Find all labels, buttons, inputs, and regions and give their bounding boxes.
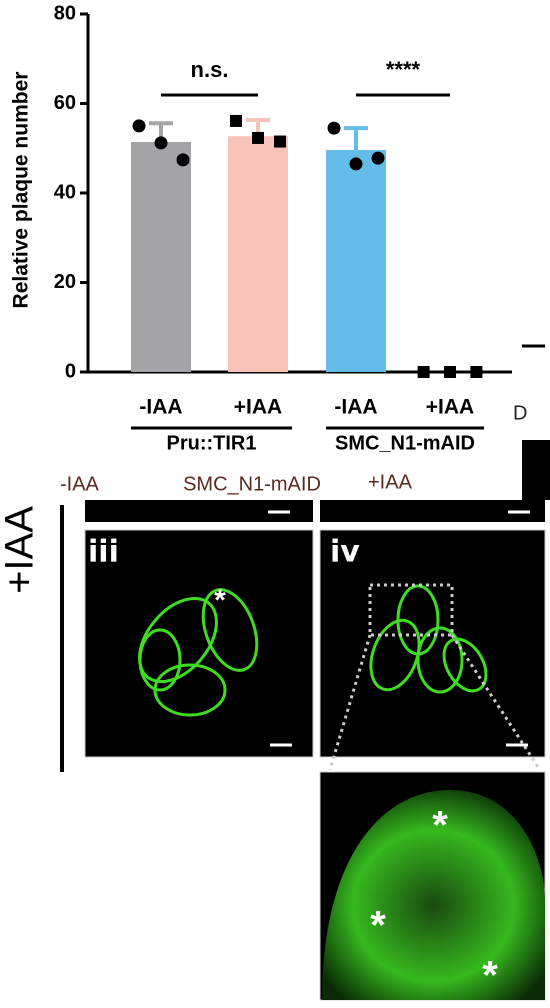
data-point	[371, 151, 385, 165]
asterisk: *	[432, 804, 448, 848]
cells	[138, 588, 259, 717]
data-point	[444, 366, 456, 378]
data-point	[327, 121, 341, 135]
y-tick-label: 40	[54, 181, 76, 203]
group-label: Pru::TIR1	[167, 432, 257, 454]
significance-label: ****	[386, 57, 421, 82]
y-tick-label: 80	[54, 2, 76, 24]
bar	[131, 141, 191, 372]
error-bar	[344, 126, 368, 151]
zoom-line	[328, 634, 372, 771]
image-panel-cut	[320, 500, 545, 522]
y-tick-label: 0	[65, 360, 76, 382]
cell-zoom	[322, 790, 545, 1000]
image-labels: iii * iv * * *	[88, 535, 498, 998]
data-point	[230, 114, 242, 127]
data-point	[176, 153, 190, 167]
zoom-line	[450, 634, 542, 771]
data-point	[470, 366, 483, 378]
zoom-box	[368, 583, 454, 637]
side-label: +IAA	[0, 506, 42, 594]
significance-label: n.s.	[191, 57, 229, 82]
y-axis-label: Relative plaque number	[10, 72, 33, 309]
asterisk: *	[370, 904, 386, 948]
bar	[228, 136, 288, 372]
x-tick-label: -IAA	[139, 396, 182, 419]
caption-middle: SMC_N1-mAID	[183, 473, 321, 495]
data-point	[132, 119, 146, 133]
x-tick-label: -IAA	[334, 396, 377, 419]
asterisk: *	[214, 584, 226, 617]
y-tick-label: 60	[54, 92, 76, 114]
bar	[326, 150, 386, 372]
x-tick-label: +IAA	[426, 396, 474, 419]
data-point	[154, 136, 168, 150]
y-tick-label: 20	[54, 271, 76, 293]
side-label-group: +IAA	[0, 506, 42, 594]
data-point	[417, 366, 430, 378]
caption-left: -IAA	[60, 473, 100, 495]
fragment-text: D	[513, 402, 527, 424]
caption-right: +IAA	[368, 471, 413, 493]
panel-label: iv	[330, 535, 360, 570]
asterisk: *	[482, 954, 498, 998]
image-panel-cut	[85, 500, 313, 522]
x-tick-label: +IAA	[234, 396, 282, 419]
data-point	[349, 157, 363, 171]
data-point	[274, 135, 286, 148]
panel-label: iii	[88, 535, 119, 570]
cells	[369, 584, 488, 694]
fragment-panel	[522, 440, 550, 500]
group-label: SMC_N1-mAID	[335, 432, 475, 454]
image-panel	[84, 529, 314, 758]
data-point	[252, 131, 264, 144]
